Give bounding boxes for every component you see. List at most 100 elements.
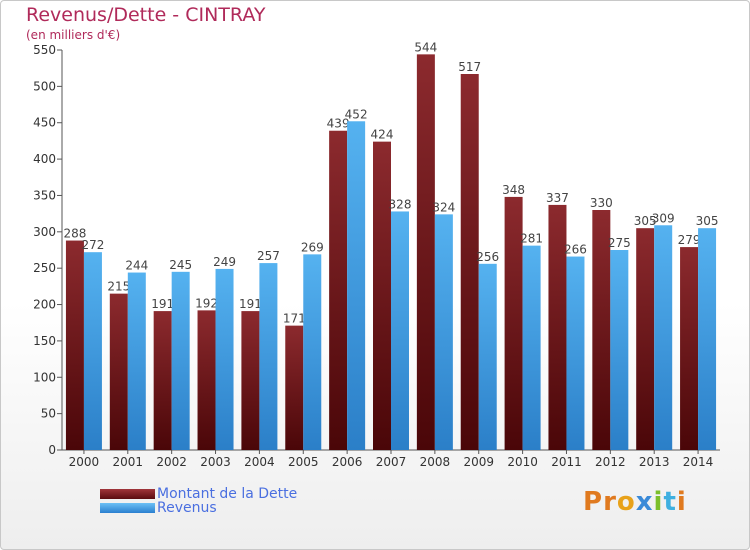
data-label-dette: 337: [546, 191, 569, 205]
legend-swatch-dette: [100, 489, 155, 499]
proxiti-logo: Proxiti: [583, 487, 687, 517]
data-label-revenus: 244: [125, 259, 148, 273]
data-label-dette: 544: [414, 40, 437, 54]
bar-revenus: [610, 250, 629, 450]
bar-revenus: [127, 272, 146, 450]
bar-revenus: [698, 228, 717, 450]
data-label-dette: 171: [283, 312, 306, 326]
y-tick-label: 200: [33, 298, 56, 312]
data-label-revenus: 272: [81, 238, 104, 252]
y-tick-label: 550: [33, 43, 56, 57]
x-tick-label: 2007: [376, 455, 407, 469]
bar-revenus: [478, 263, 497, 450]
data-label-revenus: 324: [432, 200, 455, 214]
x-tick-label: 2005: [288, 455, 319, 469]
chart-subtitle: (en milliers d'€): [26, 28, 121, 42]
x-tick-label: 2014: [683, 455, 714, 469]
bar-dette: [592, 210, 611, 450]
bar-dette: [65, 240, 84, 450]
logo-letter: x: [635, 487, 654, 517]
bar-dette: [460, 74, 479, 450]
data-label-dette: 191: [151, 297, 174, 311]
bar-dette: [329, 130, 348, 450]
data-label-dette: 191: [239, 297, 262, 311]
x-tick-label: 2000: [69, 455, 100, 469]
bar-dette: [680, 247, 699, 450]
data-label-dette: 215: [107, 280, 130, 294]
legend-swatch-revenus: [100, 503, 155, 513]
bar-dette: [504, 196, 523, 450]
bar-revenus: [215, 268, 234, 450]
bar-dette: [636, 228, 655, 450]
bar-dette: [109, 293, 128, 450]
bar-revenus: [259, 263, 278, 450]
bar-revenus: [347, 121, 366, 450]
data-label-dette: 192: [195, 296, 218, 310]
data-label-revenus: 452: [345, 107, 368, 121]
bar-dette: [416, 54, 435, 450]
data-label-revenus: 249: [213, 255, 236, 269]
logo-letter: r: [603, 487, 617, 517]
data-label-revenus: 281: [520, 232, 543, 246]
x-tick-label: 2002: [156, 455, 187, 469]
y-tick-label: 400: [33, 152, 56, 166]
data-label-dette: 517: [458, 60, 481, 74]
bar-revenus: [522, 245, 541, 450]
data-label-revenus: 256: [476, 250, 499, 264]
y-tick-label: 500: [33, 79, 56, 93]
data-label-dette: 424: [371, 128, 394, 142]
y-tick-label: 450: [33, 116, 56, 130]
y-tick-label: 50: [41, 407, 56, 421]
y-tick-label: 300: [33, 225, 56, 239]
data-label-revenus: 269: [301, 240, 324, 254]
x-tick-label: 2013: [639, 455, 670, 469]
chart-title: Revenus/Dette - CINTRAY: [26, 4, 266, 26]
bar-dette: [548, 204, 567, 450]
data-label-revenus: 257: [257, 249, 280, 263]
bar-revenus: [171, 271, 190, 450]
bar-revenus: [566, 256, 585, 450]
logo-letter: P: [583, 487, 604, 517]
data-label-dette: 348: [502, 183, 525, 197]
data-label-dette: 330: [590, 196, 613, 210]
x-tick-label: 2006: [332, 455, 363, 469]
bar-dette: [197, 310, 216, 450]
y-tick-label: 350: [33, 188, 56, 202]
logo-letter: i: [653, 487, 664, 517]
data-label-revenus: 266: [564, 243, 587, 257]
bar-dette: [373, 141, 391, 451]
data-label-revenus: 309: [652, 211, 675, 225]
y-tick-label: 250: [33, 261, 56, 275]
logo-letter: t: [663, 487, 677, 517]
bar-dette: [153, 311, 172, 450]
legend-label-dette: Montant de la Dette: [157, 486, 298, 502]
bar-dette: [285, 325, 304, 450]
logo-letter: i: [676, 487, 687, 517]
x-tick-label: 2004: [244, 455, 275, 469]
bar-revenus: [83, 252, 102, 450]
x-tick-label: 2010: [507, 455, 538, 469]
y-tick-label: 0: [48, 443, 56, 457]
legend-item-revenus: Revenus: [100, 500, 217, 516]
data-label-revenus: 275: [608, 236, 631, 250]
bar-dette: [241, 311, 260, 450]
x-tick-label: 2003: [200, 455, 231, 469]
data-label-revenus: 305: [696, 214, 719, 228]
y-tick-label: 100: [33, 370, 56, 384]
data-label-revenus: 245: [169, 258, 192, 272]
x-tick-label: 2008: [420, 455, 451, 469]
y-tick-label: 150: [33, 334, 56, 348]
data-label-dette: 305: [634, 214, 657, 228]
data-label-dette: 439: [327, 117, 350, 131]
data-label-dette: 288: [63, 227, 86, 241]
bar-revenus: [654, 225, 673, 450]
x-tick-label: 2011: [551, 455, 582, 469]
data-label-revenus: 328: [389, 197, 412, 211]
legend-item-dette: Montant de la Dette: [100, 486, 297, 502]
x-tick-label: 2012: [595, 455, 626, 469]
bar-revenus: [434, 214, 453, 450]
x-tick-label: 2009: [463, 455, 494, 469]
legend-label-revenus: Revenus: [157, 500, 217, 516]
data-label-dette: 279: [678, 233, 701, 247]
